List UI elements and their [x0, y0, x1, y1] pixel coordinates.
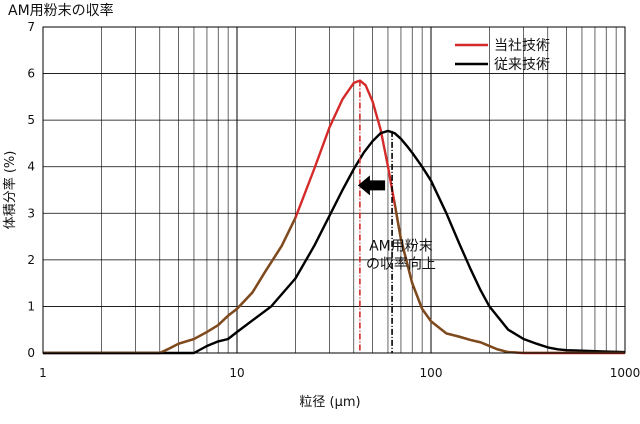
reference-lines — [359, 80, 393, 353]
annotation-text: AM用粉末 — [369, 239, 433, 255]
annotation-arrow — [357, 175, 386, 196]
series-line-1 — [43, 129, 626, 355]
y-tick-label: 6 — [27, 67, 35, 81]
legend-label: 従来技術 — [494, 57, 550, 73]
y-tick-label: 1 — [27, 299, 35, 313]
x-tick-label: 100 — [420, 366, 443, 380]
x-tick-label: 10 — [229, 366, 244, 380]
y-tick-label: 5 — [27, 113, 35, 127]
chart-title: AM用粉末の収率 — [8, 2, 114, 19]
y-tick-label: 0 — [27, 346, 35, 360]
x-tick-label: 1000 — [610, 366, 640, 380]
annotation-text: の収率向上 — [366, 256, 436, 273]
y-tick-label: 4 — [27, 160, 35, 174]
legend-label: 当社技術 — [494, 38, 550, 54]
x-axis-label: 粒径 (μm) — [299, 395, 360, 410]
y-axis-label: 体積分率 (%) — [2, 151, 18, 230]
plot-frame — [42, 26, 626, 354]
series-layer — [43, 79, 626, 355]
x-tick-label: 1 — [39, 366, 47, 380]
y-tick-label: 7 — [27, 20, 35, 34]
y-tick-label: 3 — [27, 206, 35, 220]
y-tick-label: 2 — [27, 253, 35, 267]
